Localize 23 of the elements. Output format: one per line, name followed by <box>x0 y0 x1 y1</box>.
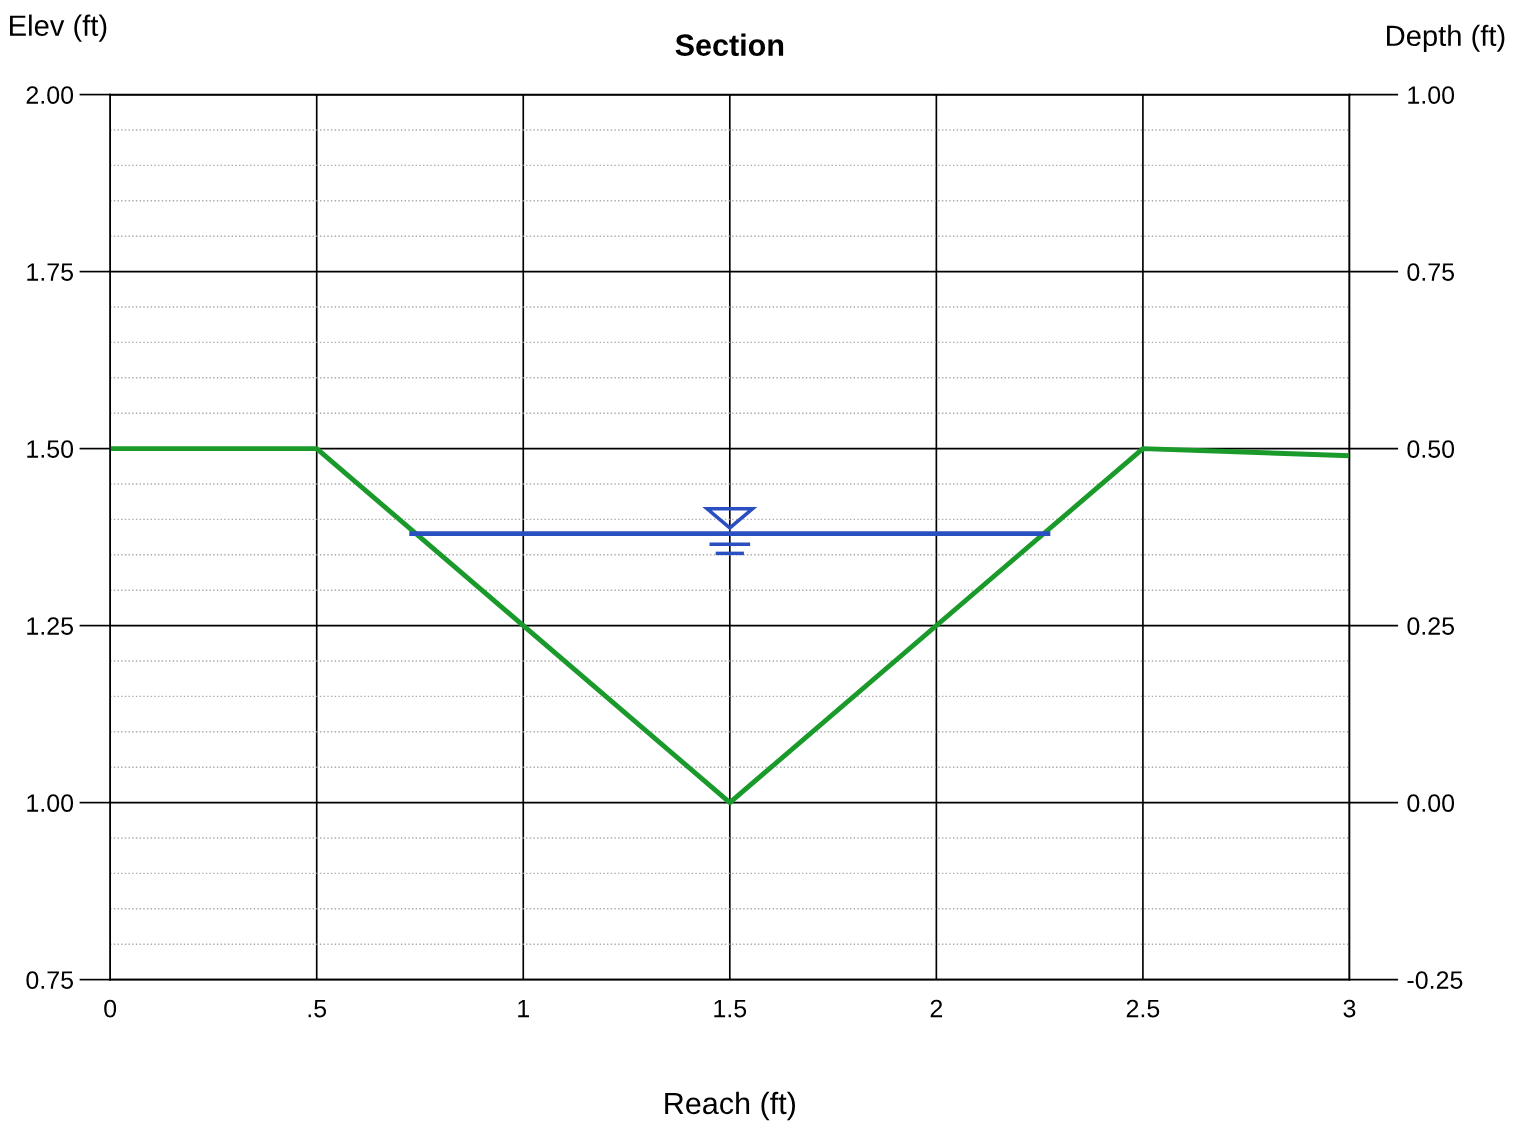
y2-tick-label: 0.75 <box>1407 263 1455 281</box>
y-tick-label: 1.00 <box>27 794 74 812</box>
y2-tick-label: 1.00 <box>1408 86 1455 104</box>
y2-tick-label: 0.25 <box>1407 617 1455 635</box>
y2-tick-label: 0.00 <box>1407 794 1455 812</box>
x-tick-label: 2.5 <box>1126 999 1160 1018</box>
x-tick-label: 1.5 <box>714 999 747 1018</box>
x-tick-label: 1 <box>518 999 529 1018</box>
x-tick-label: .5 <box>308 999 327 1018</box>
x-tick-label: 3 <box>1343 999 1356 1018</box>
x-axis-title: Reach (ft) <box>665 1091 795 1121</box>
y-axis-title: Elev (ft) <box>10 14 107 42</box>
y2-tick-label: -0.25 <box>1407 971 1463 989</box>
y-tick-label: 0.75 <box>26 971 74 989</box>
y2-axis-title: Depth (ft) <box>1387 24 1505 52</box>
y-tick-label: 1.50 <box>27 440 74 458</box>
y-tick-label: 2.00 <box>26 86 74 104</box>
chart-title: Section <box>675 33 784 56</box>
y-tick-label: 1.75 <box>27 263 74 281</box>
y-tick-label: 1.25 <box>27 617 74 635</box>
x-tick-label: 2 <box>930 999 943 1018</box>
x-tick-label: 0 <box>104 999 117 1018</box>
y2-tick-label: 0.50 <box>1407 440 1455 458</box>
